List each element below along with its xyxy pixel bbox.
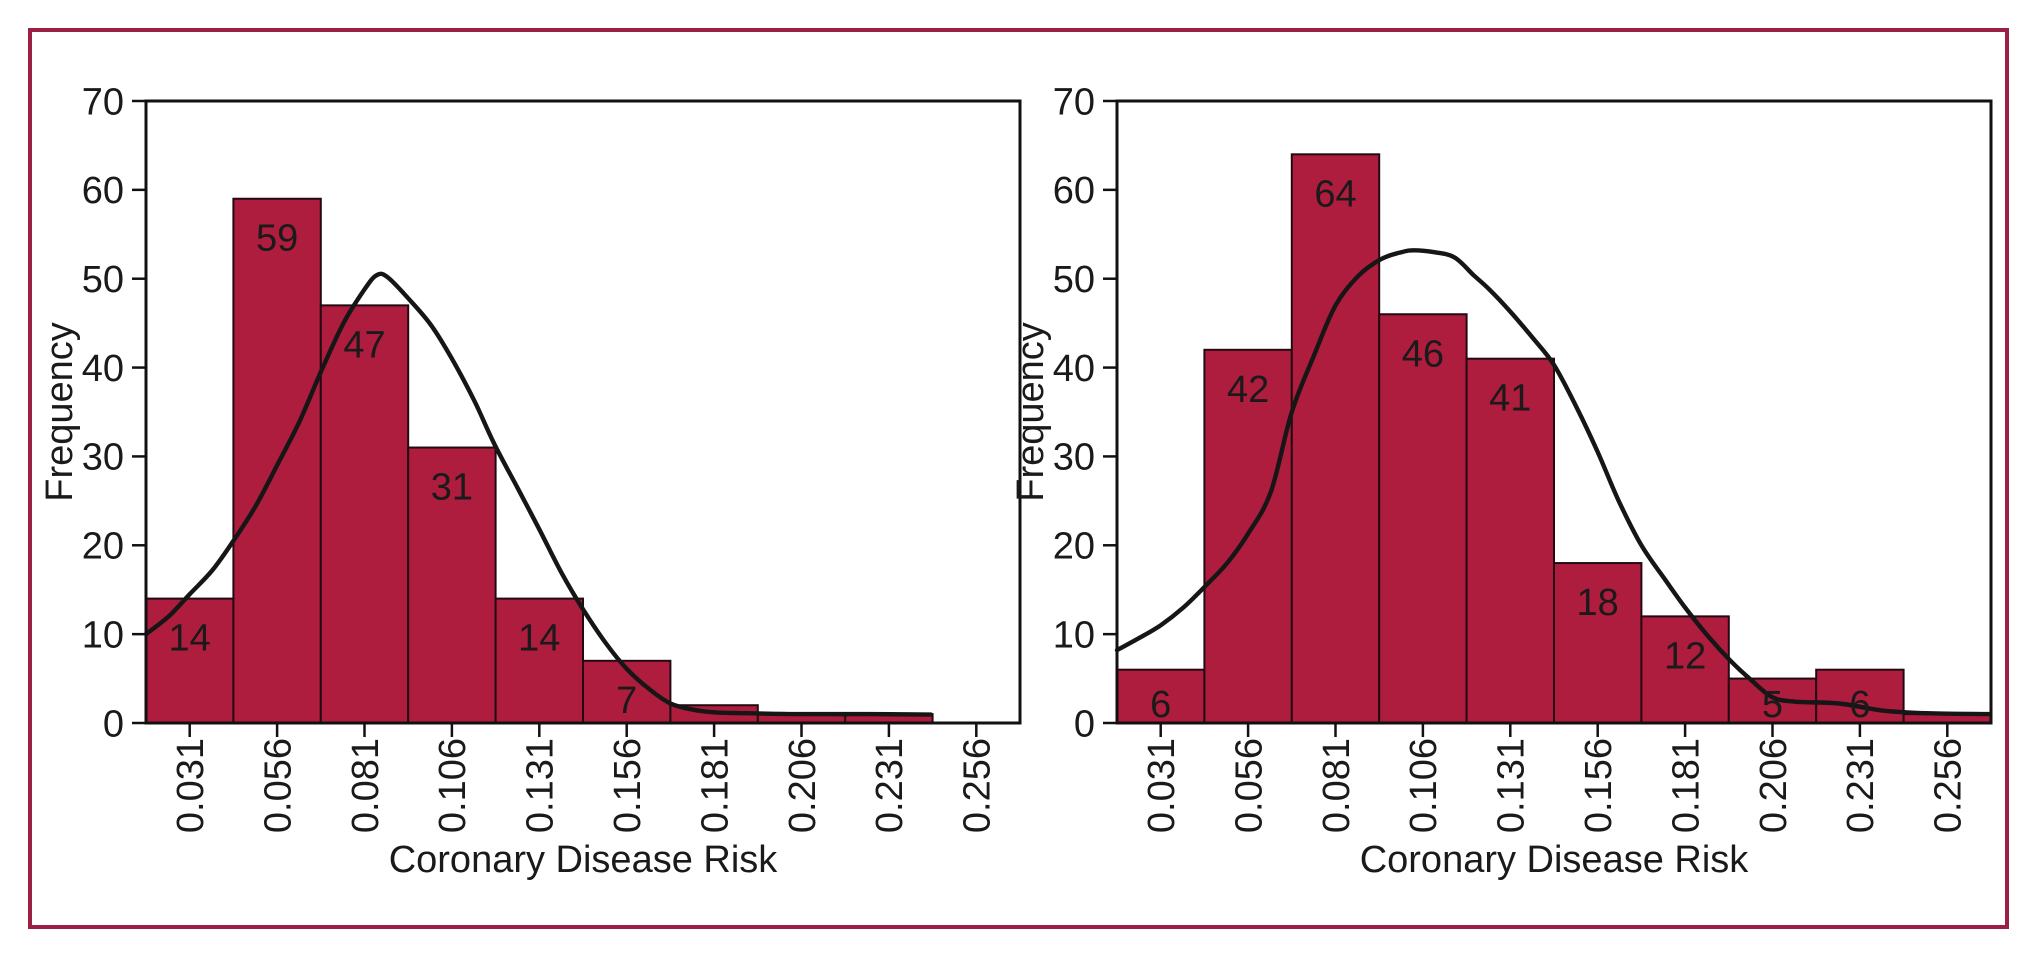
plot-frame: [1115, 99, 1993, 725]
bar-value-label: 5: [1762, 684, 1783, 726]
bar-value-label: 42: [1227, 369, 1269, 411]
x-axis-title: Coronary Disease Risk: [389, 839, 779, 881]
y-axis-title: Frequency: [1010, 322, 1052, 502]
y-tick-label: 0: [1074, 703, 1095, 745]
x-tick-label: 0.106: [1403, 738, 1445, 833]
bar-value-label: 59: [256, 218, 298, 260]
x-tick-label: 0.031: [170, 738, 212, 833]
bar-value-label: 18: [1577, 582, 1619, 624]
x-tick-label: 0.206: [1753, 738, 1795, 833]
x-tick-label: 0.106: [432, 738, 474, 833]
bar-value-label: 6: [1849, 684, 1870, 726]
x-tick-label: 0.156: [607, 738, 649, 833]
y-tick-label: 40: [82, 348, 124, 390]
bar-value-label: 14: [169, 618, 211, 660]
y-tick-label: 70: [1053, 81, 1095, 123]
x-tick-label: 0.181: [1665, 738, 1707, 833]
histogram-bar: [1290, 153, 1381, 725]
right-histogram: 0 10 20 30 40 50 60 70 0.031 0.056 0.081 0.106 0.131…: [1010, 81, 1993, 881]
y-tick-label: 70: [82, 81, 124, 123]
x-tick-label: 0.256: [957, 738, 999, 833]
figure-frame: [28, 28, 2009, 929]
x-tick-label: 0.231: [869, 738, 911, 833]
y-tick-label: 60: [82, 170, 124, 212]
bar-value-label: 46: [1402, 333, 1444, 375]
x-tick-label: 0.056: [1228, 738, 1270, 833]
x-tick-label: 0.131: [520, 738, 562, 833]
x-tick-label: 0.056: [257, 738, 299, 833]
left-histogram-plot: 0 10 20 30 40 50 60 70 0.031 0.056 0.081 0.106 0.131…: [82, 81, 1022, 833]
bar-value-label: 31: [431, 467, 473, 509]
bar-value-label: 41: [1489, 378, 1531, 420]
y-tick-label: 30: [82, 437, 124, 479]
right-histogram-plot: 0 10 20 30 40 50 60 70 0.031 0.056 0.081 0.106 0.131…: [1053, 81, 1993, 833]
bar-value-label: 6: [1150, 684, 1171, 726]
x-tick-label: 0.131: [1491, 738, 1533, 833]
left-histogram: 0 10 20 30 40 50 60 70 0.031 0.056 0.081 0.106 0.131…: [39, 81, 1022, 881]
bar-value-label: 12: [1664, 635, 1706, 677]
histogram-bar: [1378, 313, 1468, 724]
bar-value-label: 64: [1314, 173, 1356, 215]
histogram-bar: [1815, 668, 1905, 725]
y-tick-label: 50: [82, 259, 124, 301]
plot-frame: [144, 99, 1022, 725]
y-axis-title: Frequency: [39, 322, 81, 502]
y-tick-label: 10: [1053, 614, 1095, 656]
histogram-bar: [494, 597, 585, 724]
histogram-bar: [407, 446, 497, 724]
bar-value-label: 14: [518, 618, 560, 660]
y-tick-label: 40: [1053, 348, 1095, 390]
x-tick-label: 0.256: [1928, 738, 1970, 833]
histogram-bar: [1116, 668, 1206, 725]
y-tick-label: 0: [103, 703, 124, 745]
x-tick-label: 0.081: [345, 738, 387, 833]
y-tick-label: 10: [82, 614, 124, 656]
bar-value-label: 47: [343, 324, 385, 366]
x-axis-title: Coronary Disease Risk: [1360, 839, 1750, 881]
bar-value-label: 7: [616, 680, 637, 722]
y-tick-label: 60: [1053, 170, 1095, 212]
histogram-bar: [1640, 615, 1730, 724]
histogram-bar: [319, 304, 410, 724]
x-tick-label: 0.231: [1840, 738, 1882, 833]
normal-curve: [1114, 248, 1992, 717]
x-tick-label: 0.181: [694, 738, 736, 833]
y-tick-label: 20: [82, 526, 124, 568]
x-tick-label: 0.156: [1578, 738, 1620, 833]
histogram-bar: [1553, 562, 1643, 724]
y-tick-label: 30: [1053, 437, 1095, 479]
y-tick-label: 20: [1053, 526, 1095, 568]
normal-curve: [143, 271, 934, 717]
histogram-bar: [1465, 357, 1556, 724]
x-tick-label: 0.031: [1141, 738, 1183, 833]
y-tick-label: 50: [1053, 259, 1095, 301]
x-tick-label: 0.206: [782, 738, 824, 833]
x-tick-label: 0.081: [1316, 738, 1358, 833]
